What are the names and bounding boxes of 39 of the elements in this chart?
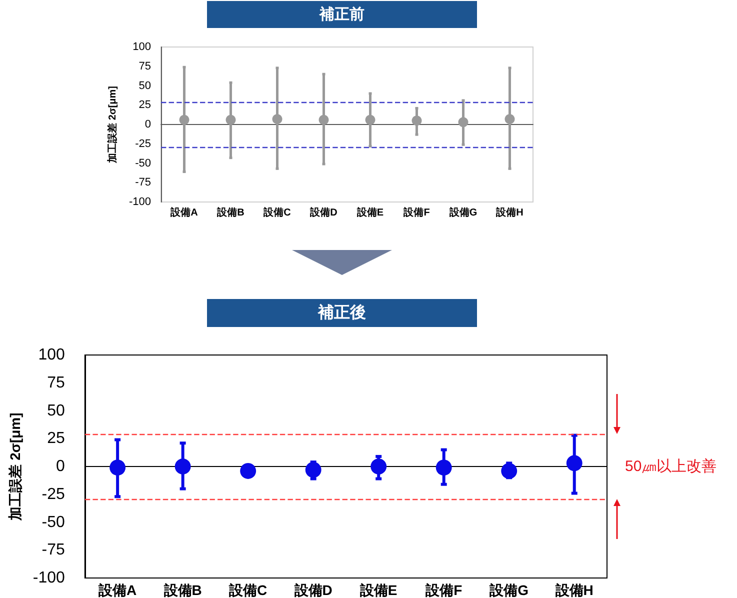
y-tick-label: -75 — [42, 542, 66, 559]
y-tick-label: -25 — [135, 138, 151, 150]
x-tick-label: 設備B — [162, 582, 202, 598]
x-tick-label: 設備G — [448, 206, 478, 218]
x-tick-label: 設備E — [356, 206, 384, 218]
y-tick-label: 25 — [47, 430, 66, 448]
y-tick-label: 0 — [144, 118, 151, 130]
x-tick-label: 設備C — [262, 206, 291, 218]
y-tick-label: 100 — [38, 346, 66, 364]
y-tick-label: -50 — [135, 157, 151, 170]
x-tick-label: 設備E — [358, 582, 398, 598]
y-tick-label: 50 — [138, 80, 151, 92]
y-tick-label: 25 — [138, 99, 151, 112]
x-tick-label: 設備F — [402, 206, 430, 218]
x-tick-label: 設備B — [216, 206, 244, 218]
chart-title: 補正後 — [317, 304, 366, 322]
text: 50㎛以上改善 — [625, 458, 717, 475]
x-tick-label: 設備G — [488, 582, 529, 598]
y-tick-label: 50 — [47, 402, 66, 420]
y-tick-label: -25 — [42, 486, 66, 503]
y-tick-label: 0 — [56, 458, 66, 475]
y-tick-label: -100 — [32, 570, 66, 586]
y-tick-label: -50 — [42, 514, 66, 531]
y-tick-label: 75 — [47, 374, 66, 392]
x-tick-label: 設備A — [170, 206, 198, 218]
y-tick-label: 75 — [138, 60, 151, 72]
x-tick-label: 設備H — [495, 206, 524, 218]
x-tick-label: 設備A — [97, 582, 137, 598]
chart-title: 補正前 — [318, 6, 364, 23]
y-axis-title: 加工誤差 2σ[μm] — [7, 412, 23, 522]
y-tick-label: 100 — [132, 41, 151, 53]
y-tick-label: -75 — [135, 176, 151, 189]
y-tick-label: -100 — [128, 196, 151, 208]
x-tick-label: 設備D — [293, 582, 332, 598]
x-tick-label: 設備F — [424, 582, 463, 598]
x-tick-label: 設備H — [554, 582, 594, 598]
x-tick-label: 設備C — [228, 582, 268, 598]
y-axis-title: 加工誤差 2σ[μm] — [106, 86, 119, 164]
x-tick-label: 設備D — [309, 206, 338, 218]
